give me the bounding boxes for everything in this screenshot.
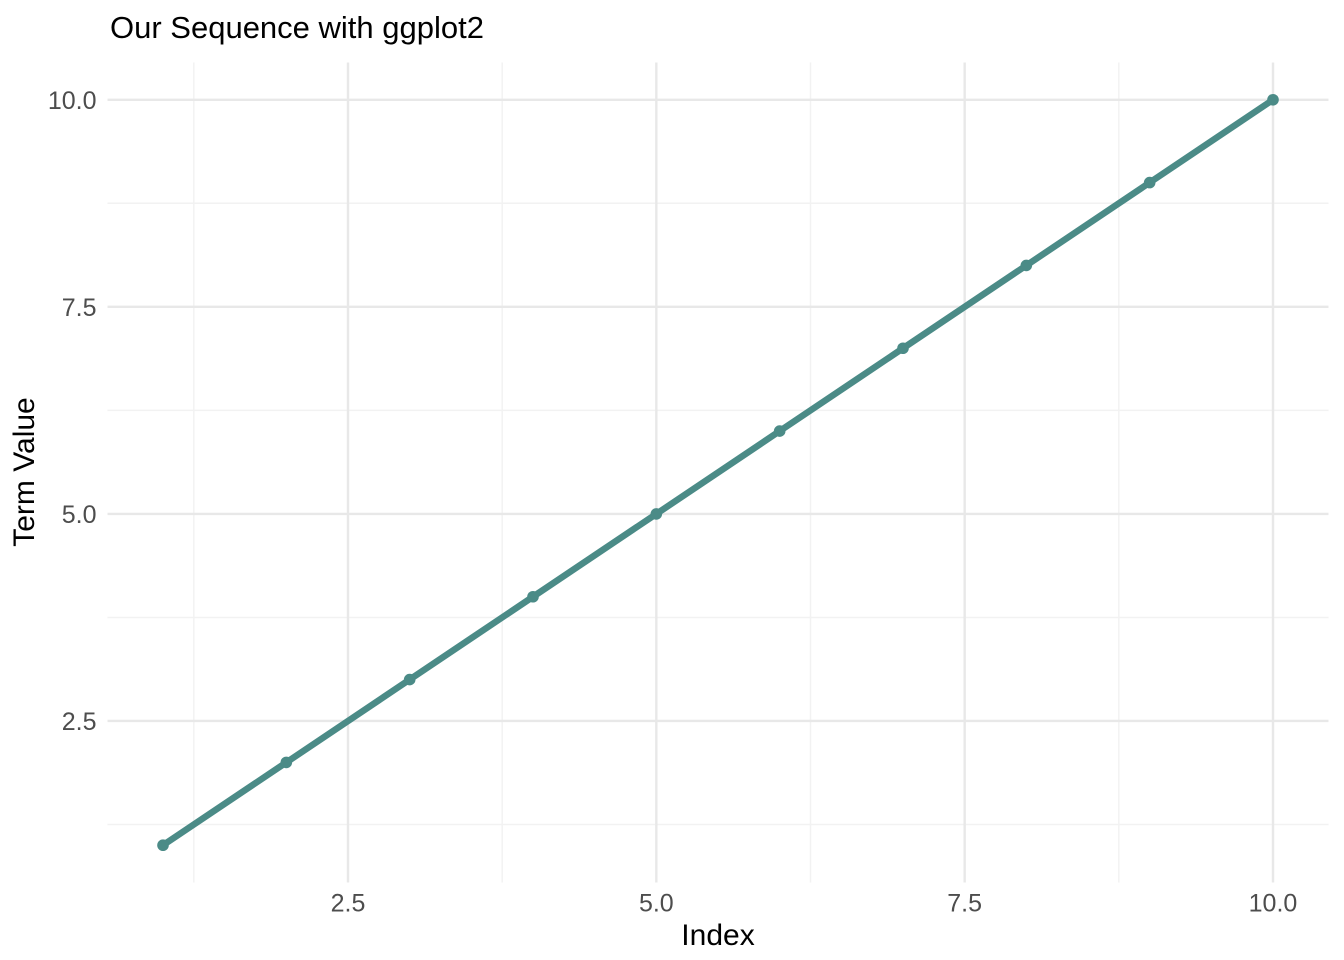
x-tick-label: 5.0 — [639, 890, 674, 918]
series-line — [159, 96, 1277, 849]
data-point — [280, 756, 293, 769]
chart-title: Our Sequence with ggplot2 — [110, 10, 484, 45]
data-point — [773, 425, 786, 437]
data-point — [650, 508, 663, 520]
data-point — [1267, 93, 1279, 106]
data-point — [1020, 259, 1033, 272]
x-axis-title: Index — [681, 919, 755, 952]
y-tick-label: 5.0 — [62, 501, 97, 529]
data-point — [1143, 176, 1156, 189]
x-tick-label: 2.5 — [331, 890, 366, 918]
data-point — [897, 342, 909, 355]
x-tick-label: 7.5 — [947, 890, 982, 918]
y-tick-label: 2.5 — [62, 708, 97, 736]
x-tick-label: 10.0 — [1249, 890, 1298, 918]
data-point — [403, 673, 416, 686]
data-point — [157, 839, 169, 852]
y-tick-label: 10.0 — [48, 87, 97, 115]
data-point — [527, 590, 539, 603]
y-tick-label: 7.5 — [62, 294, 97, 322]
